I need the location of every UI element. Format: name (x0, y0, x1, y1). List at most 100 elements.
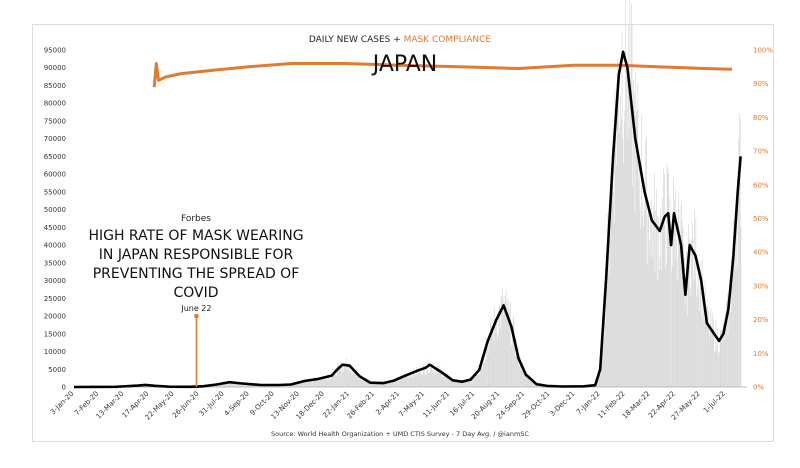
daily-case-bar (371, 383, 373, 387)
daily-case-bar (491, 335, 493, 387)
daily-case-bar (496, 320, 498, 387)
daily-case-bar (435, 374, 437, 387)
daily-case-bar (237, 383, 239, 387)
daily-case-bar (678, 192, 679, 387)
daily-case-bar (668, 234, 670, 387)
daily-case-bar (436, 366, 438, 387)
daily-case-bar (719, 330, 721, 387)
daily-case-bar (250, 384, 252, 387)
daily-case-bar (726, 299, 727, 387)
daily-case-bar (377, 383, 379, 387)
daily-case-bar (699, 310, 700, 387)
daily-case-bar (414, 374, 416, 387)
daily-case-bar (712, 328, 714, 387)
daily-case-bar (660, 207, 662, 387)
daily-case-bar (477, 375, 478, 387)
daily-case-bar (727, 333, 729, 387)
daily-case-bar (230, 382, 231, 387)
daily-case-bar (217, 384, 218, 387)
daily-case-bar (723, 324, 725, 387)
daily-case-bar (295, 383, 296, 387)
daily-case-bar (529, 375, 531, 387)
right-tick-label: 0% (753, 384, 764, 392)
daily-case-bar (358, 378, 360, 387)
daily-case-bar (493, 341, 495, 387)
x-tick-label: 11-Jun-21 (421, 390, 451, 420)
daily-case-bar (461, 382, 463, 387)
daily-case-bar (243, 384, 245, 387)
daily-case-bar (443, 375, 445, 387)
daily-case-bar (497, 339, 498, 387)
daily-case-bar (526, 378, 528, 387)
daily-case-bar (368, 382, 369, 387)
left-tick-label: 40000 (44, 242, 66, 250)
daily-case-bar (404, 378, 405, 387)
daily-case-bar (505, 289, 507, 387)
daily-case-bar (514, 347, 516, 387)
daily-case-bar (702, 321, 704, 387)
right-tick-label: 20% (753, 316, 769, 324)
daily-case-bar (396, 377, 398, 387)
daily-case-bar (716, 329, 718, 387)
daily-case-bar (339, 366, 341, 387)
daily-case-bar (447, 373, 449, 387)
daily-case-bar (234, 381, 236, 387)
daily-case-bar (336, 366, 338, 387)
daily-case-bar (338, 364, 339, 387)
daily-case-bar (421, 373, 422, 387)
daily-case-bar (532, 379, 533, 387)
daily-case-bar (666, 263, 667, 387)
x-tick-label: 29-Oct-21 (521, 390, 552, 421)
daily-case-bar (733, 219, 735, 387)
daily-case-bar (285, 385, 287, 387)
daily-case-bar (663, 167, 664, 387)
daily-case-bar (696, 286, 698, 387)
daily-case-bar (442, 377, 443, 387)
daily-case-bar (414, 370, 415, 387)
daily-case-bar (365, 379, 367, 387)
daily-case-bar (687, 273, 689, 387)
daily-case-bar (232, 382, 234, 387)
daily-case-bar (312, 382, 314, 387)
daily-case-bar (540, 385, 541, 387)
daily-case-bar (521, 370, 523, 387)
daily-cases-line (73, 50, 742, 389)
daily-case-bar (528, 379, 530, 387)
daily-case-bar (300, 381, 301, 387)
daily-case-bar (444, 372, 446, 387)
daily-case-bar (424, 374, 426, 387)
daily-case-bar (242, 384, 243, 387)
daily-case-bar (369, 382, 371, 387)
daily-case-bar (326, 380, 328, 387)
right-tick-label: 10% (753, 350, 769, 358)
daily-case-bar (641, 216, 643, 387)
daily-case-bar (642, 201, 644, 387)
x-tick-label: 26-Jun-20 (171, 390, 201, 420)
daily-case-bar (363, 379, 364, 387)
daily-case-bar (476, 375, 478, 387)
daily-case-bar (475, 375, 477, 387)
daily-case-bar (700, 262, 702, 387)
daily-case-bar (389, 381, 390, 387)
daily-case-bar (502, 314, 504, 387)
daily-case-bar (351, 370, 353, 387)
daily-case-bar (368, 381, 370, 387)
daily-case-bar (464, 381, 466, 387)
daily-case-bar (253, 385, 255, 387)
daily-case-bar (504, 303, 506, 387)
daily-case-bar (322, 377, 324, 387)
daily-case-bar (434, 373, 435, 387)
daily-case-bar (517, 346, 519, 387)
daily-case-bar (348, 362, 349, 387)
daily-case-bar (482, 367, 483, 387)
daily-case-bar (297, 383, 299, 387)
daily-case-bar (380, 382, 382, 387)
daily-case-bar (222, 382, 224, 387)
daily-case-bar (705, 319, 707, 387)
daily-case-bar (734, 248, 736, 387)
right-tick-label: 40% (753, 249, 769, 257)
daily-case-bar (331, 377, 333, 387)
daily-case-bar (694, 278, 696, 387)
daily-case-bar (630, 98, 632, 388)
daily-case-bar (444, 374, 445, 387)
